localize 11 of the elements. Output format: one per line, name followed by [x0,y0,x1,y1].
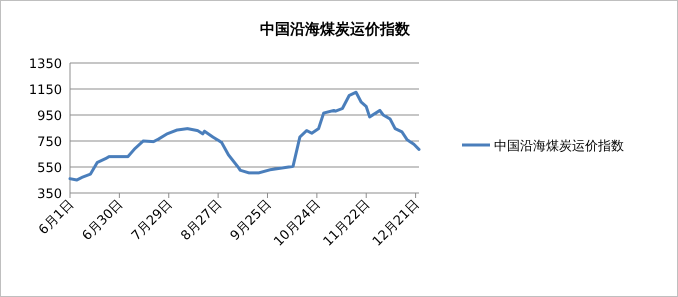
y-tick-label: 950 [37,109,62,124]
x-tick-label: 8月27日 [178,197,225,244]
line-series [68,90,420,182]
x-tick-label: 6月30日 [80,197,126,244]
chart-title: 中国沿海煤炭运价指数 [260,20,411,38]
legend-label: 中国沿海煤炭运价指数 [494,139,624,154]
x-tick-label: 7月29日 [129,197,176,244]
y-tick-label: 1350 [28,57,62,72]
y-tick-label: 1150 [28,83,62,98]
y-tick-label: 550 [37,161,62,176]
y-tick-label: 750 [37,135,62,150]
